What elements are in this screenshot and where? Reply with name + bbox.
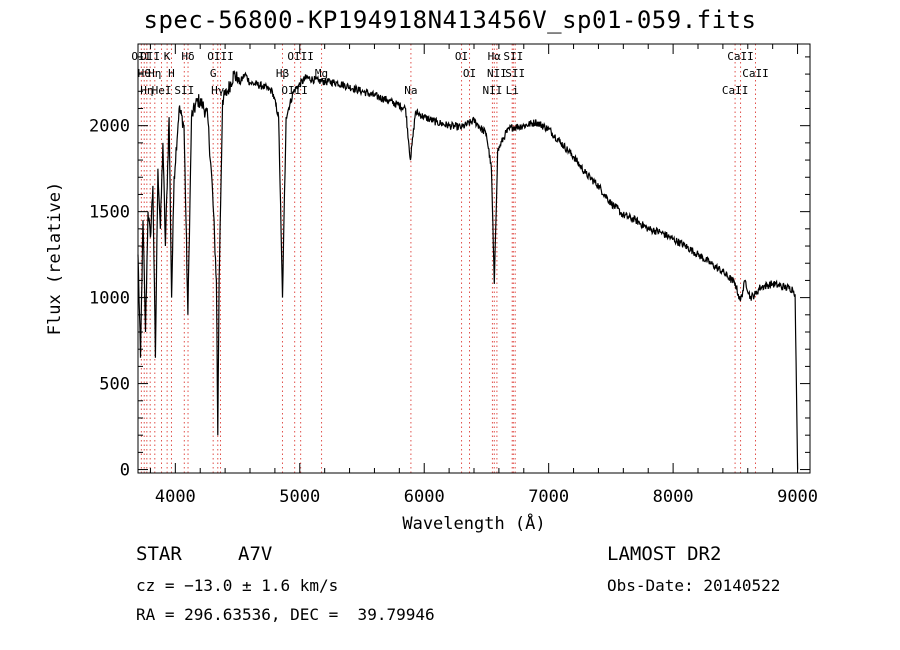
x-axis-label: Wavelength (Å) xyxy=(402,512,545,534)
spectral-line-label: OI xyxy=(463,67,476,80)
spectral-line-label: K xyxy=(164,50,171,63)
plot-frame xyxy=(137,43,811,474)
x-axis: 4000 5000 6000 7000 8000 9000 xyxy=(149,44,818,507)
coordinates: RA = 296.63536, DEC = 39.79946 xyxy=(136,605,435,624)
x-tick-label: 7000 xyxy=(528,487,569,507)
spectral-line-label: Hη xyxy=(140,84,153,97)
x-tick-label: 6000 xyxy=(404,487,445,507)
spectral-line-label: OII xyxy=(140,50,160,63)
spectral-line-label: SII xyxy=(503,50,523,63)
x-tick-label: 4000 xyxy=(155,487,196,507)
spectral-line-label: Hα xyxy=(488,50,502,63)
x-tick-label: 9000 xyxy=(777,487,818,507)
spectral-line-label: Hβ xyxy=(276,67,290,80)
chart-title: spec-56800-KP194918N413456V_sp01-059.fit… xyxy=(143,6,757,34)
spectral-line-label: SII xyxy=(174,84,194,97)
observation-date: Obs-Date: 20140522 xyxy=(607,576,781,595)
object-type: STAR xyxy=(136,543,182,565)
spectral-line-label: CaII xyxy=(742,67,769,80)
spectral-line-label: Hγ xyxy=(211,84,225,97)
y-tick-label: 1000 xyxy=(89,289,130,309)
spectral-line-label: SII xyxy=(505,67,525,80)
spectral-line-label: H xyxy=(168,67,175,80)
spectral-line-label: Hθ xyxy=(138,67,151,80)
spectral-line-label: CaII xyxy=(722,84,749,97)
spectral-line-label: Hη xyxy=(148,67,161,80)
redshift-cz: cz = −13.0 ± 1.6 km/s xyxy=(136,576,339,595)
y-tick-label: 500 xyxy=(99,375,130,395)
spectral-line-labels: OIIHθHηOIIHηHeIKHSIIHδGHγOIIIHβOIIIOIIIM… xyxy=(131,50,768,97)
spectral-line-label: Na xyxy=(404,84,417,97)
y-tick-label: 2000 xyxy=(89,117,130,137)
y-tick-label: 1500 xyxy=(89,203,130,223)
spectral-line-label: G xyxy=(210,67,217,80)
spectral-subclass: A7V xyxy=(238,543,273,565)
spectral-line-label: OIII xyxy=(287,50,314,63)
spectral-line-label: Hδ xyxy=(181,50,194,63)
spectral-line-label: HeI xyxy=(152,84,172,97)
spectral-line-markers xyxy=(140,44,756,473)
x-tick-label: 8000 xyxy=(653,487,694,507)
survey-name: LAMOST DR2 xyxy=(607,543,722,565)
spectral-line-label: CaII xyxy=(727,50,754,63)
y-axis-label: Flux (relative) xyxy=(45,182,65,336)
spectral-line-label: OI xyxy=(455,50,468,63)
spectral-line-label: NII xyxy=(482,84,502,97)
x-tick-label: 5000 xyxy=(279,487,320,507)
spectrum-line xyxy=(137,69,799,470)
spectral-line-label: OIII xyxy=(207,50,234,63)
spectral-line-label: Li xyxy=(506,84,519,97)
y-axis: 0 500 1000 1500 2000 xyxy=(89,56,810,481)
y-tick-label: 0 xyxy=(120,461,130,481)
spectral-line-label: NII xyxy=(487,67,507,80)
